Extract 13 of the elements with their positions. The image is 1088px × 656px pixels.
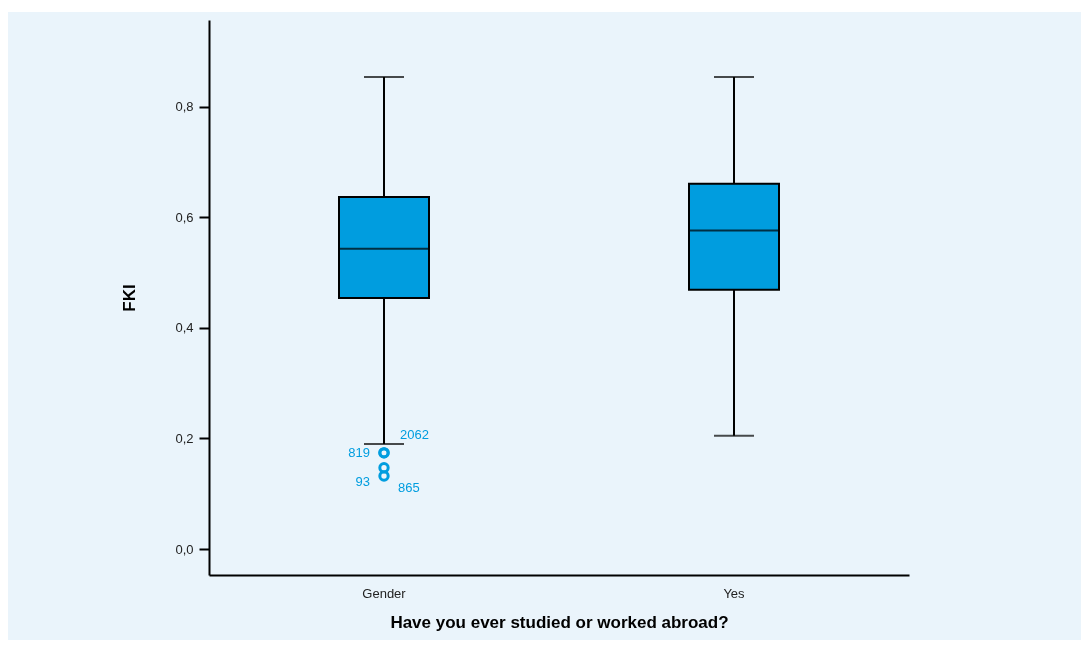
annotation: 865 [398, 480, 420, 496]
x-axis-title: Have you ever studied or worked abroad? [390, 612, 729, 632]
annotation: 93 [355, 473, 370, 489]
annotation: 2062 [400, 426, 429, 442]
y-tick-label: 0,8 [175, 99, 194, 115]
annotation: 819 [348, 444, 370, 460]
y-tick-label: 0,4 [175, 320, 194, 336]
x-tick-label: Yes [723, 585, 746, 601]
x-tick-label: Gender [362, 585, 407, 601]
y-tick-label: 0,0 [175, 541, 194, 557]
y-tick-label: 0,6 [175, 209, 194, 225]
y-tick-label: 0,2 [175, 430, 194, 446]
y-axis-title: FKI [120, 284, 140, 312]
